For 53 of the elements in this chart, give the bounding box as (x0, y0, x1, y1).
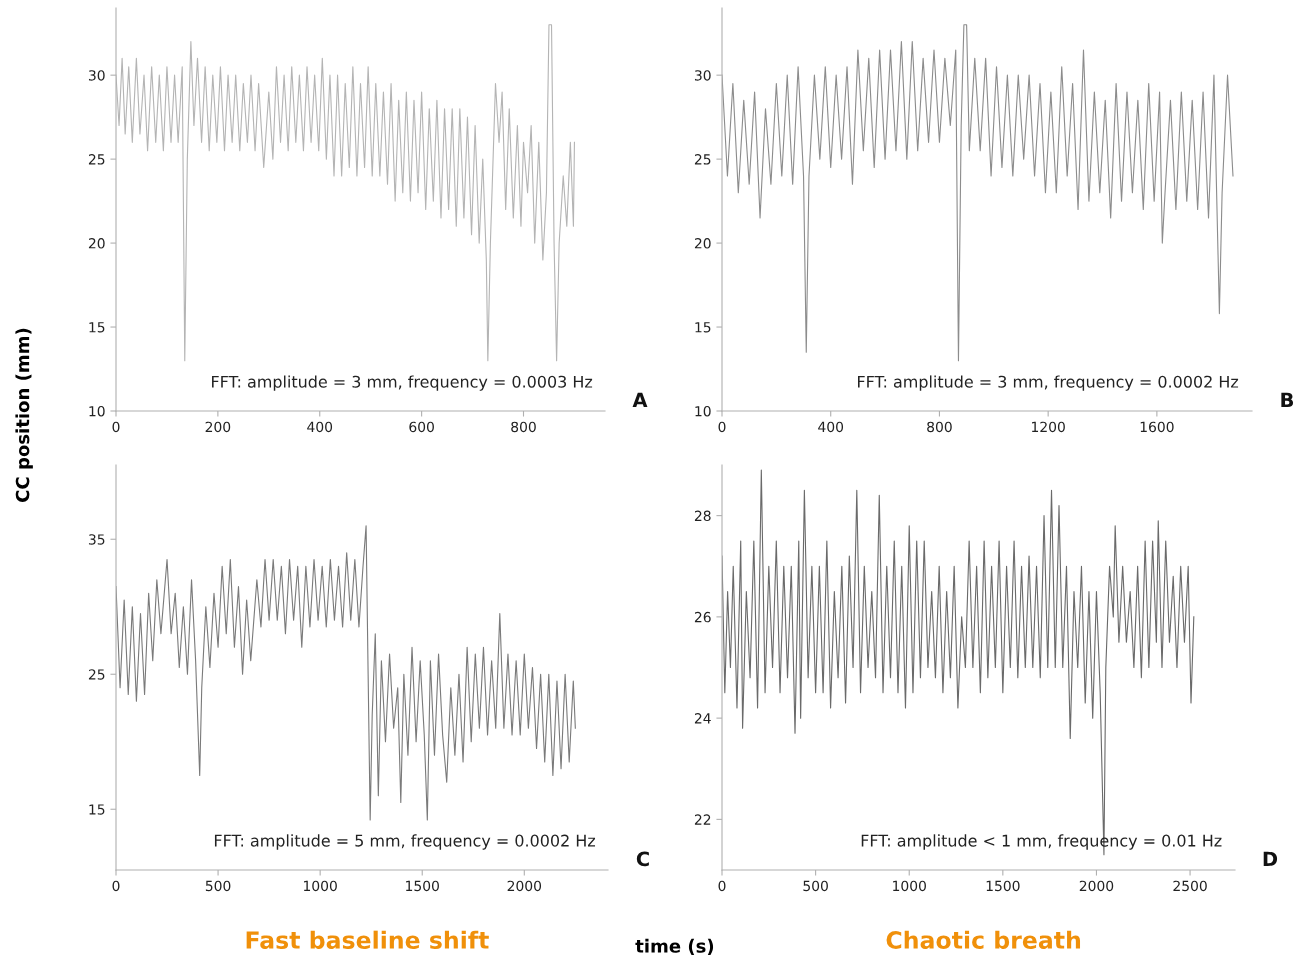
y-tick-label: 26 (694, 611, 711, 623)
y-tick-label: 15 (695, 322, 711, 333)
annotation: FFT: amplitude = 3 mm, frequency = 0.0002 Hz (858, 375, 1239, 391)
text: D (1263, 851, 1278, 866)
annotation: FFT: amplitude = 3 mm, frequency = 0.0003 Hz (212, 375, 593, 391)
y-tick-label: 15 (89, 804, 105, 815)
x-tick-label: 1500 (986, 880, 1020, 892)
y-tick-label: 30 (694, 70, 711, 81)
x-tick-label: 2500 (1173, 880, 1207, 892)
x-tick-label: 200 (205, 421, 231, 433)
y-tick-label: 10 (695, 405, 711, 417)
x-axis-title: time (s) (635, 938, 714, 955)
x-tick-label: 500 (803, 880, 828, 892)
y-tick-label: 10 (89, 405, 105, 417)
x-tick-label: 400 (307, 421, 333, 433)
x-tick-label: 1200 (1032, 421, 1065, 433)
y-tick-label: 35 (88, 534, 105, 545)
x-tick-label: 0 (112, 421, 120, 433)
y-tick-label: 28 (694, 510, 711, 522)
x-tick-label: 0 (112, 880, 120, 892)
line-series (116, 525, 576, 821)
text: A (632, 392, 648, 407)
x-tick-label: 0 (718, 421, 726, 433)
x-tick-label: 500 (205, 880, 231, 892)
x-tick-label: 600 (409, 421, 434, 433)
x-tick-label: 800 (927, 421, 952, 433)
x-tick-label: 800 (511, 421, 536, 433)
x-tick-label: 1000 (893, 880, 926, 892)
y-tick-label: 30 (88, 70, 105, 81)
x-tick-label: 400 (818, 421, 844, 433)
y-tick-label: 22 (694, 814, 711, 825)
y-tick-label: 25 (88, 154, 105, 165)
y-tick-label: 25 (694, 154, 711, 165)
y-axis-title: CC position (mm) (15, 328, 33, 502)
x-tick-label: 2000 (507, 880, 542, 892)
x-tick-label: 1000 (304, 880, 337, 892)
x-tick-label: 1600 (1140, 421, 1174, 433)
y-tick-label: 25 (88, 669, 105, 680)
y-tick-label: 15 (89, 322, 105, 333)
x-tick-label: 1500 (406, 880, 439, 892)
text: Chaotic breath (886, 930, 1081, 949)
text: B (1281, 392, 1294, 407)
text: C (636, 851, 649, 867)
line-series (722, 24, 1234, 362)
y-tick-label: 24 (694, 713, 711, 724)
y-tick-label: 20 (694, 238, 711, 249)
annotation: FFT: amplitude < 1 mm, frequency = 0.01 Hz (861, 834, 1222, 850)
x-tick-label: 2000 (1079, 880, 1114, 892)
y-tick-label: 20 (88, 238, 105, 249)
line-series (722, 469, 1195, 856)
annotation: FFT: amplitude = 5 mm, frequency = 0.0002 Hz (214, 834, 596, 850)
text: Fast baseline shift (246, 930, 489, 949)
x-tick-label: 0 (718, 880, 726, 892)
